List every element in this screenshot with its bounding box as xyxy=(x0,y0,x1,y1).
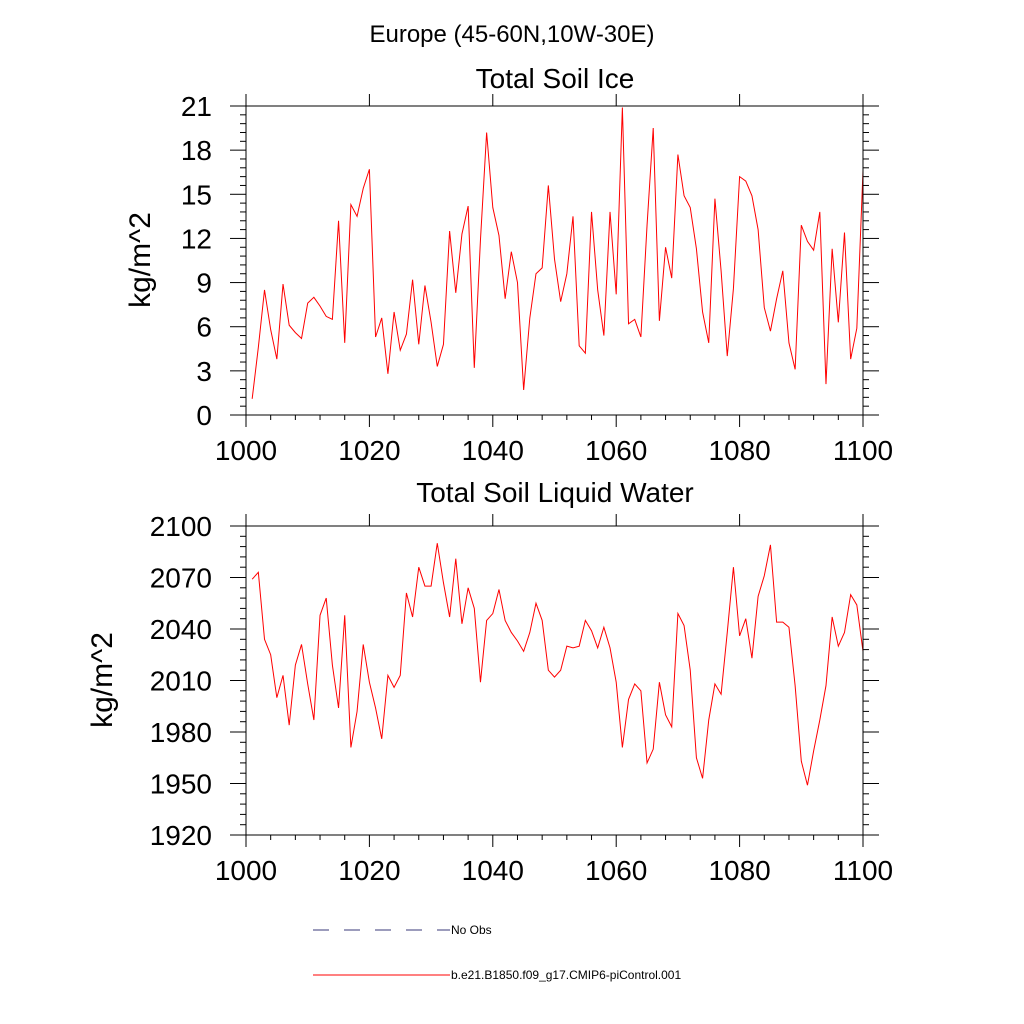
x-tick-label-soil-ice: 1080 xyxy=(708,435,770,466)
y-tick-label-soil-liquid-water: 1920 xyxy=(150,820,212,851)
series-line-soil-liquid-water-0 xyxy=(251,543,864,786)
plot-frame-soil-ice xyxy=(245,105,864,416)
y-tick-label-soil-liquid-water: 1980 xyxy=(150,717,212,748)
axis-ticks-soil-liquid-water xyxy=(230,514,879,847)
x-tick-label-soil-ice: 1020 xyxy=(338,435,400,466)
legend-label-no-obs: No Obs xyxy=(451,923,492,937)
x-tick-label-soil-ice: 1040 xyxy=(462,435,524,466)
y-tick-label-soil-ice: 15 xyxy=(181,179,212,210)
x-tick-label-soil-ice: 1060 xyxy=(585,435,647,466)
plot-frame-soil-liquid-water xyxy=(245,525,864,836)
legend-item-control-run: b.e21.B1850.f09_g17.CMIP6-piControl.001 xyxy=(313,968,681,982)
y-tick-label-soil-liquid-water: 2010 xyxy=(150,666,212,697)
tick-labels-soil-liquid-water: 1000 1020 1040 1060 1080 1100 1920 1950 1980 2010… xyxy=(150,511,893,886)
chart-title-soil-liquid-water: Total Soil Liquid Water xyxy=(416,477,694,508)
series-layer-soil-liquid-water xyxy=(251,543,864,786)
x-tick-label-soil-ice: 1000 xyxy=(215,435,277,466)
x-tick-label-soil-liquid-water: 1100 xyxy=(833,855,893,886)
legend-label-control-run: b.e21.B1850.f09_g17.CMIP6-piControl.001 xyxy=(451,968,681,982)
figure-suptitle: Europe (45-60N,10W-30E) xyxy=(369,21,654,48)
y-tick-label-soil-ice: 12 xyxy=(181,223,212,254)
legend-item-no-obs: No Obs xyxy=(313,923,492,937)
panel-soil-liquid-water: Total Soil Liquid Water kg/m^2 1000 1020 1… xyxy=(86,477,893,886)
y-axis-label-soil-ice: kg/m^2 xyxy=(124,212,157,308)
y-tick-label-soil-liquid-water: 2040 xyxy=(150,614,212,645)
legend: No Obs b.e21.B1850.f09_g17.CMIP6-piContr… xyxy=(313,923,681,982)
series-line-soil-ice-0 xyxy=(251,107,864,399)
x-tick-label-soil-liquid-water: 1040 xyxy=(462,855,524,886)
x-tick-label-soil-liquid-water: 1000 xyxy=(215,855,277,886)
tick-labels-soil-ice: 1000 1020 1040 1060 1080 1100 0 3 6 9 12 15 18 21 xyxy=(181,91,893,466)
axis-ticks-soil-ice xyxy=(230,94,879,427)
x-tick-label-soil-liquid-water: 1020 xyxy=(338,855,400,886)
y-tick-label-soil-liquid-water: 1950 xyxy=(150,769,212,800)
x-tick-label-soil-ice: 1100 xyxy=(833,435,893,466)
chart-title-soil-ice: Total Soil Ice xyxy=(476,63,635,94)
y-axis-label-soil-liquid-water: kg/m^2 xyxy=(86,632,119,728)
y-tick-label-soil-ice: 0 xyxy=(196,400,212,431)
y-tick-label-soil-ice: 21 xyxy=(181,91,212,122)
panel-soil-ice: Total Soil Ice kg/m^2 1000 1020 1040 1060 10… xyxy=(124,63,893,466)
y-tick-label-soil-ice: 18 xyxy=(181,135,212,166)
y-tick-label-soil-liquid-water: 2100 xyxy=(150,511,212,542)
x-tick-label-soil-liquid-water: 1080 xyxy=(708,855,770,886)
y-tick-label-soil-ice: 6 xyxy=(196,312,212,343)
y-tick-label-soil-liquid-water: 2070 xyxy=(150,563,212,594)
x-tick-label-soil-liquid-water: 1060 xyxy=(585,855,647,886)
y-tick-label-soil-ice: 9 xyxy=(196,268,212,299)
series-layer-soil-ice xyxy=(251,107,864,399)
y-tick-label-soil-ice: 3 xyxy=(196,356,212,387)
